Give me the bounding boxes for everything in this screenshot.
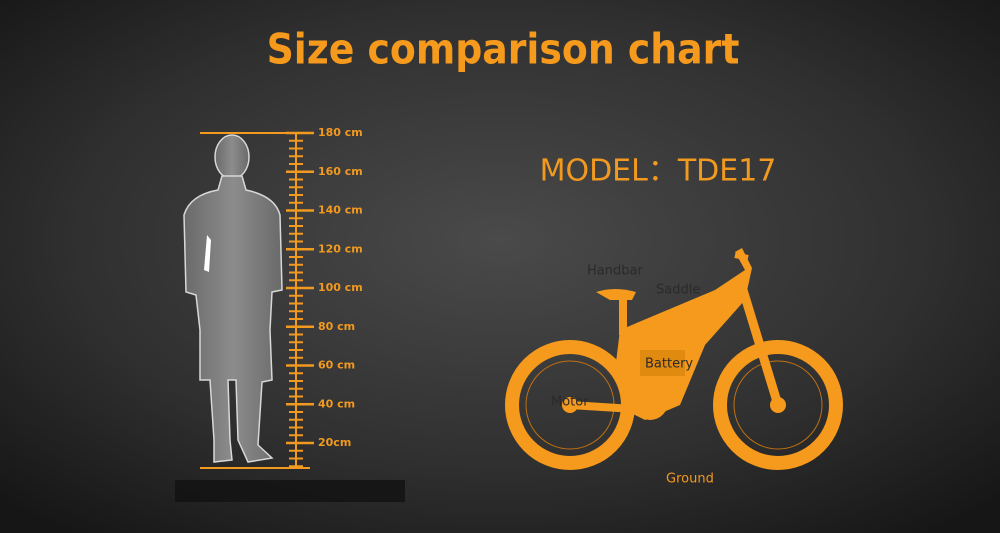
ruler-label: 160 cm [318,165,363,178]
ruler-label: 40 cm [318,397,355,410]
ruler-label: 120 cm [318,242,363,255]
highlight [204,235,211,272]
part-label: Motor [551,395,589,410]
ruler-label: 80 cm [318,320,355,333]
part-label: Handbar [587,264,643,279]
model-label: MODEL：TDE17 [540,154,777,189]
part-label: Battery [645,357,693,372]
ruler-label: 140 cm [318,204,363,217]
bike-frame [562,248,786,420]
battery-box [640,350,685,376]
ruler-label: 20cm [318,436,351,449]
part-label: Saddle [656,283,700,298]
ruler-label: 100 cm [318,281,363,294]
shadow [175,480,405,502]
title: Size comparison chart [267,25,740,74]
ruler-label: 60 cm [318,359,355,372]
ruler-label: 180 cm [318,126,363,139]
ruler: 180 cm 160 cm 140 cm 120 cm 100 cm 80 cm 60 cm… [286,126,363,468]
part-label: Ground [666,472,714,487]
